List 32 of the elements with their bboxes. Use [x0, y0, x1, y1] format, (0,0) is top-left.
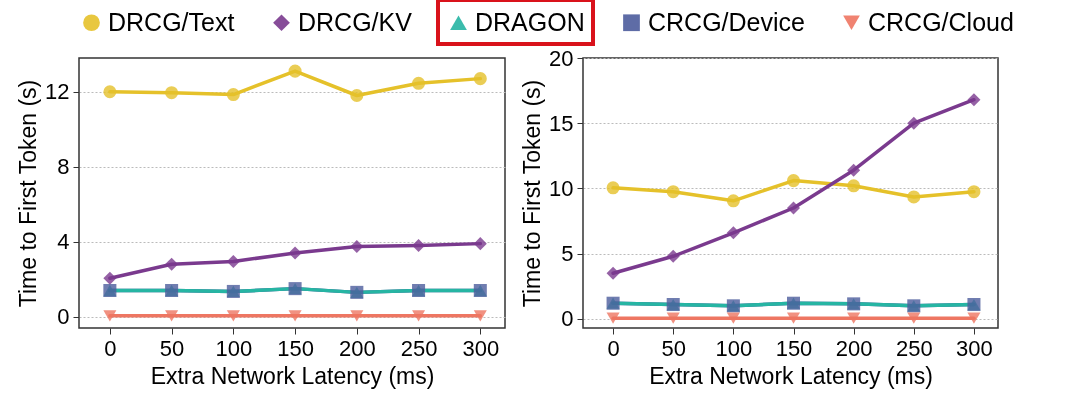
y-tick-label: 20 — [549, 45, 574, 71]
x-tick-label: 150 — [775, 335, 813, 361]
legend-label: CRCG/Cloud — [868, 7, 1014, 36]
x-tick-label: 50 — [661, 335, 686, 361]
x-tick-label: 100 — [215, 335, 253, 361]
legend-label: DRAGON — [475, 7, 585, 36]
y-tick-label: 0 — [57, 304, 70, 330]
x-tick-label: 250 — [400, 335, 438, 361]
y-tick-label: 4 — [57, 229, 70, 255]
y-tick-label: 5 — [561, 241, 574, 267]
legend-label: CRCG/Device — [648, 7, 805, 36]
x-axis-title: Extra Network Latency (ms) — [150, 362, 435, 389]
x-tick-label: 0 — [607, 335, 620, 361]
x-tick-label: 200 — [835, 335, 873, 361]
legend-label: DRCG/KV — [298, 7, 413, 36]
x-tick-label: 100 — [715, 335, 753, 361]
x-tick-label: 300 — [956, 335, 993, 361]
x-tick-label: 50 — [159, 335, 185, 361]
x-tick-label: 200 — [338, 335, 376, 361]
x-tick-label: 250 — [895, 335, 933, 361]
y-tick-label: 12 — [45, 79, 70, 105]
y-axis-title: Time to First Token (s) — [519, 79, 546, 308]
y-axis-title: Time to First Token (s) — [15, 79, 42, 308]
y-tick-label: 0 — [561, 306, 574, 332]
legend-label: DRCG/Text — [108, 7, 235, 36]
x-tick-label: 0 — [104, 335, 117, 361]
y-tick-label: 10 — [549, 175, 574, 201]
y-tick-label: 15 — [549, 110, 574, 136]
y-tick-label: 8 — [57, 154, 70, 180]
x-tick-label: 300 — [462, 335, 500, 361]
x-axis-title: Extra Network Latency (ms) — [649, 362, 933, 389]
x-tick-label: 150 — [277, 335, 314, 361]
